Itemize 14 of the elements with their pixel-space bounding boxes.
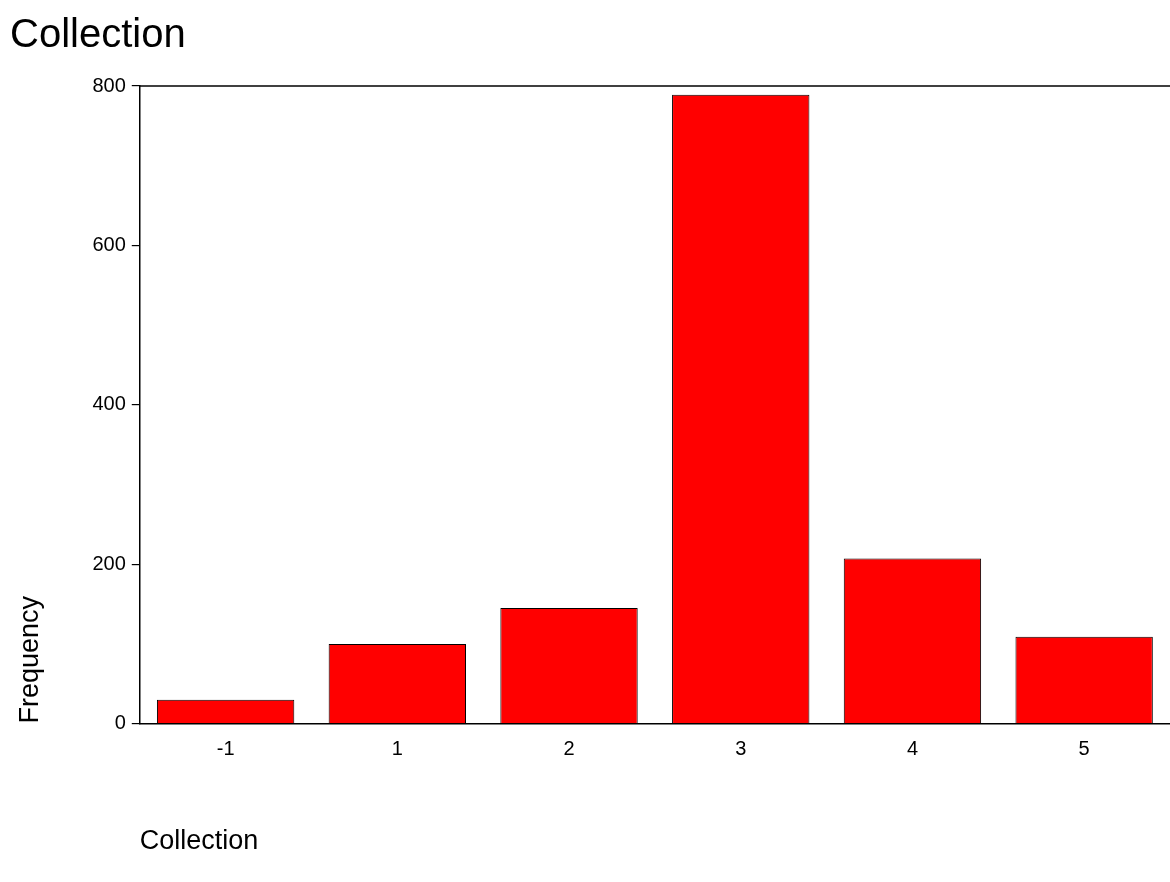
x-tick-label: 4 (906, 737, 918, 760)
x-tick-label: 1 (391, 737, 403, 760)
y-tick-label: 600 (92, 232, 126, 255)
x-axis-title: Collection (139, 825, 259, 856)
y-tick-label: 0 (114, 711, 126, 734)
y-tick-label: 800 (92, 73, 126, 96)
chart-title: Collection (10, 11, 186, 56)
x-tick-label: 2 (563, 737, 575, 760)
x-tick-label: -1 (216, 737, 235, 760)
x-tick-label: 5 (1078, 737, 1090, 760)
y-axis-title: Frequency (13, 595, 44, 724)
x-tick-label: 3 (735, 737, 747, 760)
y-tick-label: 200 (92, 551, 126, 574)
y-tick-label: 400 (92, 392, 126, 415)
